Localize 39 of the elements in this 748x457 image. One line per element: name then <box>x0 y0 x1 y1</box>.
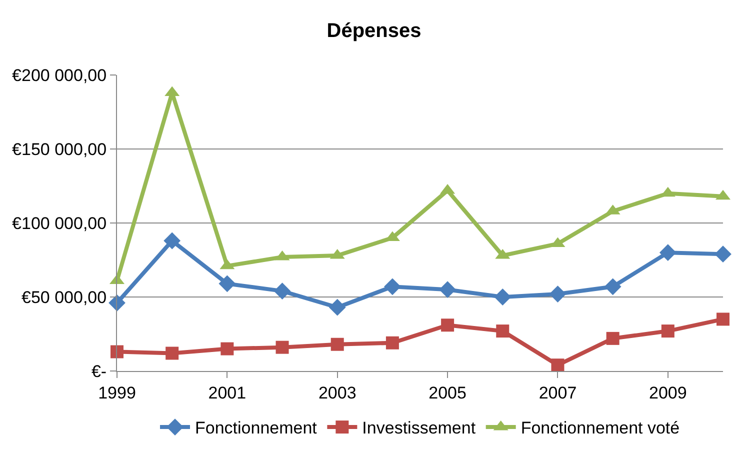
point <box>110 345 124 358</box>
point <box>164 232 181 250</box>
y-tick-label: €50 000,00 <box>22 288 107 307</box>
y-tick-label: €100 000,00 <box>12 214 107 233</box>
legend-label: Fonctionnement voté <box>520 418 680 438</box>
y-tick-label: €150 000,00 <box>12 140 107 159</box>
legend-label: Fonctionnement <box>195 418 318 438</box>
x-tick-label: 2009 <box>648 383 687 402</box>
point <box>386 336 399 350</box>
point <box>276 340 289 354</box>
y-tick-label: €- <box>91 362 107 381</box>
point <box>604 278 622 296</box>
point <box>384 278 401 296</box>
point <box>496 324 510 338</box>
x-tick-label: 2005 <box>428 383 466 402</box>
point <box>494 288 512 306</box>
point <box>218 275 236 292</box>
point <box>716 312 730 326</box>
point <box>330 338 344 351</box>
chart-title: Dépenses <box>326 20 422 42</box>
point <box>108 294 126 312</box>
point <box>659 244 676 262</box>
point <box>166 346 179 360</box>
x-tick-label: 2003 <box>318 383 356 402</box>
point <box>606 332 620 345</box>
point <box>439 281 456 298</box>
point <box>714 246 732 263</box>
x-tick-label: 2007 <box>538 383 577 402</box>
x-tick-label: 2001 <box>208 383 246 402</box>
point <box>274 282 291 300</box>
point <box>441 318 454 332</box>
point <box>551 358 564 372</box>
point <box>220 342 234 356</box>
point <box>661 324 674 338</box>
legend-label: Investissement <box>362 418 476 438</box>
point <box>549 286 566 302</box>
x-tick-label: 1999 <box>98 383 136 402</box>
y-tick-label: €200 000,00 <box>12 66 107 85</box>
point <box>328 298 346 316</box>
